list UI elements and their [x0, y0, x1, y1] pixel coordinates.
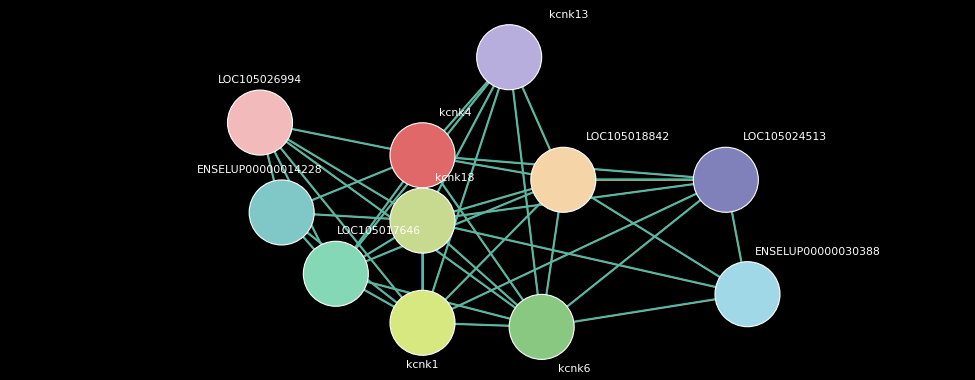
- Ellipse shape: [693, 147, 759, 212]
- Text: LOC105017646: LOC105017646: [337, 226, 421, 236]
- Ellipse shape: [250, 180, 314, 245]
- Ellipse shape: [227, 90, 292, 155]
- Text: LOC105018842: LOC105018842: [586, 132, 671, 142]
- Text: kcnk13: kcnk13: [549, 10, 589, 20]
- Text: kcnk4: kcnk4: [439, 108, 471, 118]
- Text: ENSELUP00000030388: ENSELUP00000030388: [755, 247, 880, 257]
- Text: kcnk1: kcnk1: [407, 360, 439, 370]
- Ellipse shape: [390, 188, 455, 253]
- Text: LOC105024513: LOC105024513: [743, 132, 828, 142]
- Ellipse shape: [390, 290, 455, 355]
- Text: kcnk6: kcnk6: [558, 364, 591, 374]
- Ellipse shape: [477, 25, 542, 90]
- Ellipse shape: [390, 123, 455, 188]
- Text: LOC105026994: LOC105026994: [218, 75, 302, 85]
- Ellipse shape: [509, 294, 574, 359]
- Ellipse shape: [303, 241, 369, 306]
- Text: kcnk18: kcnk18: [435, 173, 475, 183]
- Ellipse shape: [715, 262, 780, 327]
- Text: ENSELUP00000014228: ENSELUP00000014228: [197, 165, 323, 175]
- Ellipse shape: [530, 147, 596, 212]
